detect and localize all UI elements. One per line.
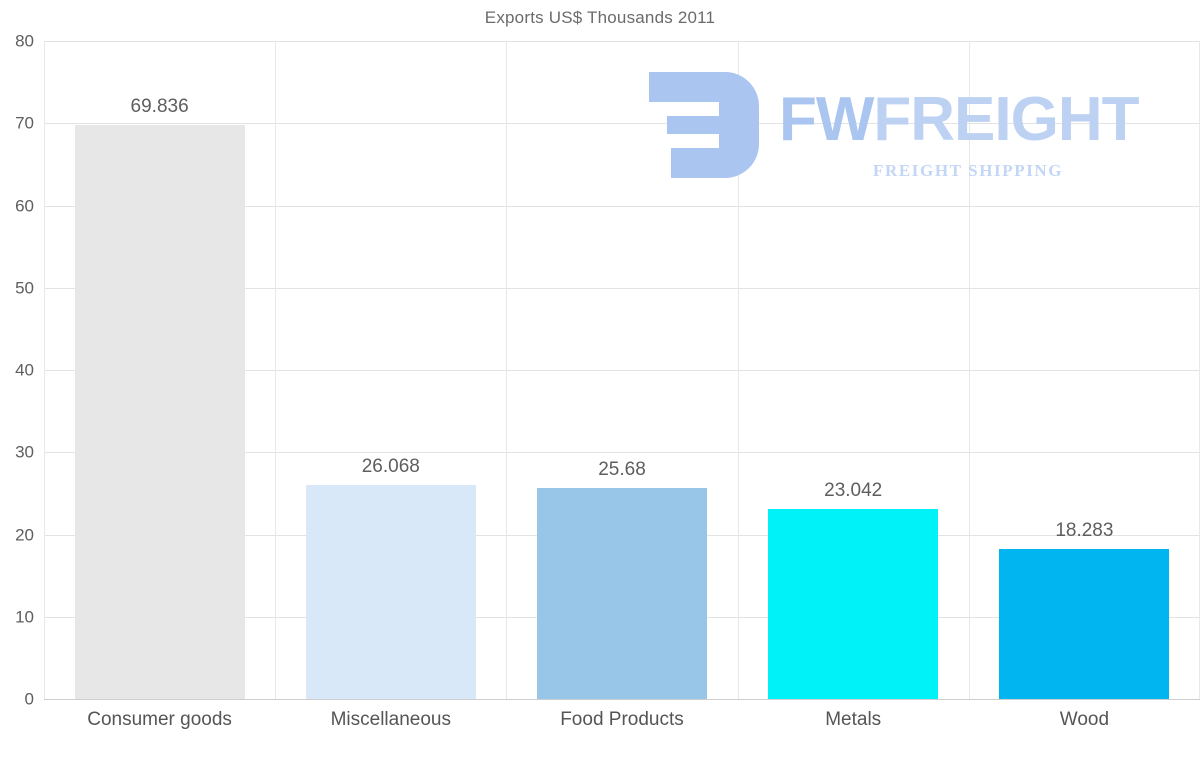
- y-axis-tick-label: 40: [15, 360, 34, 380]
- bar[interactable]: [74, 124, 245, 699]
- gridline: [44, 370, 1200, 371]
- y-axis-tick-label: 10: [15, 607, 34, 627]
- gridline: [44, 41, 45, 699]
- chart-title: Exports US$ Thousands 2011: [484, 8, 716, 27]
- gridline: [275, 41, 277, 699]
- x-axis-tick-label: Miscellaneous: [330, 709, 451, 730]
- x-axis-tick-label: Consumer goods: [87, 709, 232, 730]
- x-axis-tick-label: Wood: [1059, 709, 1110, 730]
- gridline: [737, 41, 739, 699]
- x-axis-tick-label: Food Products: [560, 709, 684, 730]
- bar-value-label: 69.836: [130, 95, 189, 117]
- gridline: [44, 123, 1200, 125]
- y-axis-tick-label: 0: [24, 689, 34, 709]
- gridline: [44, 452, 1200, 454]
- bar[interactable]: [305, 484, 476, 699]
- bar[interactable]: [768, 509, 939, 699]
- bar-value-label: 26.068: [361, 455, 420, 477]
- gridline: [44, 41, 1200, 42]
- gridline: [506, 41, 508, 699]
- y-axis-tick-label: 80: [15, 31, 34, 51]
- y-axis-tick-label: 50: [15, 278, 34, 298]
- y-axis-tick-label: 20: [15, 525, 34, 544]
- bar[interactable]: [537, 487, 707, 699]
- gridline: [44, 699, 1200, 700]
- x-axis-tick-label: Metals: [825, 709, 882, 730]
- gridline: [968, 41, 970, 699]
- bar[interactable]: [999, 548, 1170, 699]
- gridline: [44, 287, 1200, 289]
- plot-area: [44, 41, 1200, 700]
- bar-value-label: 18.283: [1055, 519, 1114, 541]
- bar-value-label: 23.042: [824, 480, 883, 502]
- gridline: [44, 205, 1200, 207]
- y-axis-tick-label: 70: [15, 113, 34, 133]
- y-axis-tick-label: 30: [15, 442, 34, 462]
- bar-value-label: 25.68: [598, 458, 646, 480]
- y-axis-tick-label: 60: [15, 196, 34, 215]
